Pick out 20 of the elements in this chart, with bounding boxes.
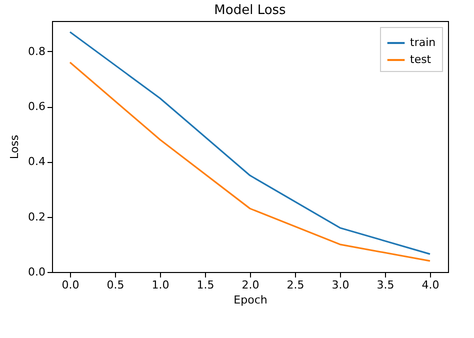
line-series (69, 62, 431, 262)
x-tick-label: 3.0 (332, 278, 350, 292)
x-tick-label: 1.0 (152, 278, 170, 292)
y-tick-label: 0.2 (28, 210, 46, 224)
y-tick-label: 0.4 (28, 155, 46, 168)
y-tick-label: 0.0 (28, 266, 46, 278)
x-tick-label: 0.0 (62, 278, 80, 292)
y-tick-label: 0.6 (28, 100, 46, 114)
x-tick-label: 0.5 (106, 278, 124, 292)
x-tick-label: 2.5 (286, 278, 304, 292)
x-tick-label: 3.5 (376, 278, 394, 292)
x-tick-label: 1.5 (196, 278, 214, 292)
x-tick-label: 4.0 (422, 278, 440, 292)
legend-label: train (410, 36, 436, 49)
x-axis-title: Epoch (234, 294, 268, 306)
chart-title: Model Loss (214, 3, 286, 18)
x-tick-label: 2.0 (242, 278, 260, 292)
y-tick-label: 0.8 (28, 44, 46, 58)
y-axis-title: Loss (8, 134, 22, 160)
legend-label: test (410, 53, 432, 66)
